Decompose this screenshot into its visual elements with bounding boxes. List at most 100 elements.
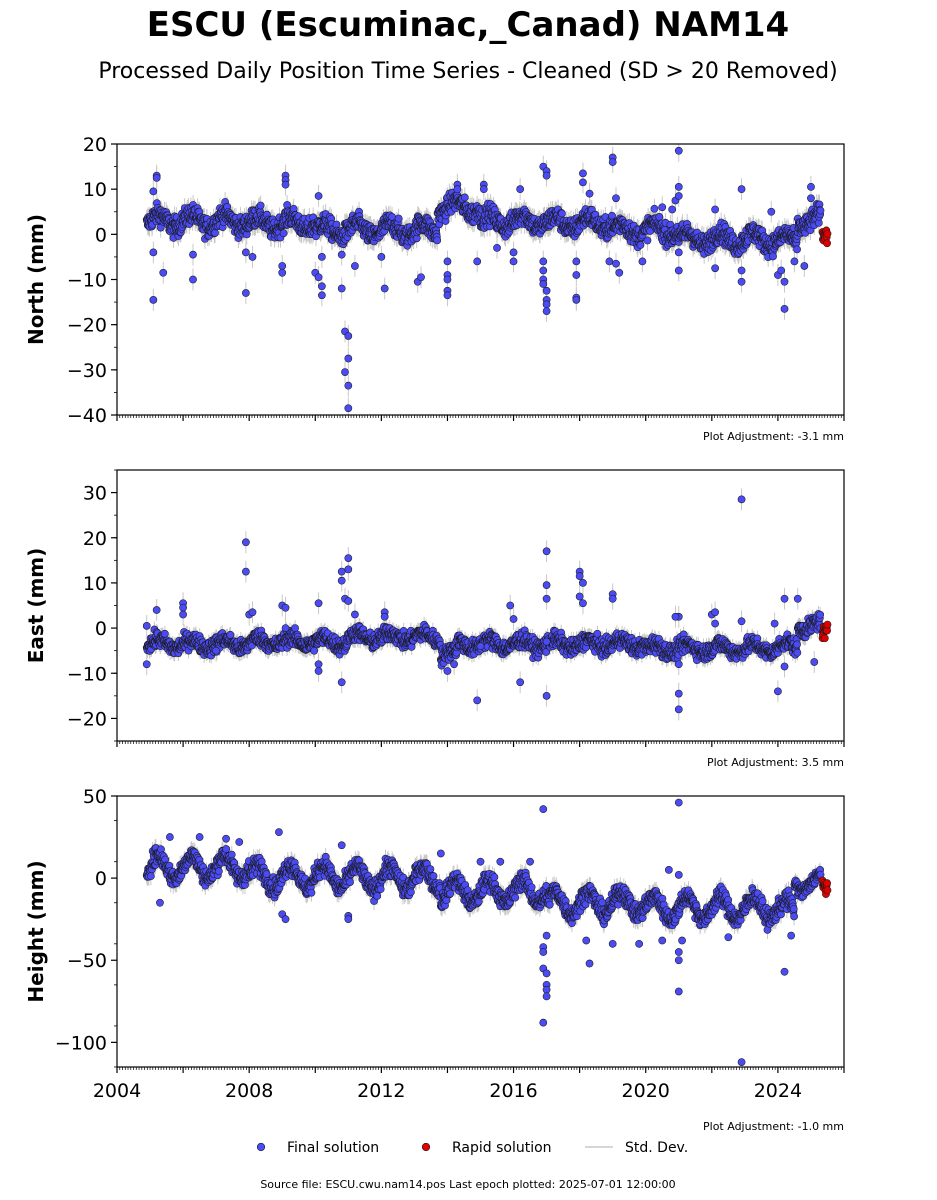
north-final-point [152,173,161,182]
north-rapid-points [818,226,832,248]
north-final-point [737,277,746,286]
north-final-point [473,257,482,266]
north-final-point [283,201,291,209]
north-x-axis [116,415,845,421]
north-final-point [790,257,799,266]
north-final-point [767,207,776,216]
north-final-point [380,284,389,293]
north-final-point [579,178,587,187]
north-final-point [344,404,353,413]
east-std-dev-bars [146,488,822,721]
north-final-point [479,185,488,194]
north-final-point [608,158,617,166]
north-final-point [493,244,501,252]
panel-north: 20 10 0 −10 −20 −30 −40 North (mm) Plot Adjustme… [24,134,845,443]
north-y-tick-label: 20 [83,134,107,156]
north-final-point [318,253,326,261]
north-final-point [612,194,620,203]
north-final-point [643,236,652,245]
north-final-point [337,284,346,293]
north-final-point [674,183,683,191]
north-plot-adjustment: Plot Adjustment: -3.1 mm [703,430,844,443]
north-final-point [433,236,442,245]
figure-title: ESCU (Escuminac,_Canad) NAM14 [147,5,789,45]
north-final-point [807,194,815,203]
north-final-point [650,204,659,213]
north-final-point [655,213,664,221]
north-final-point [658,203,667,212]
north-final-point [674,192,683,200]
north-final-point [344,354,353,363]
north-final-point [579,169,587,178]
north-final-point [248,253,257,261]
north-final-point [608,211,616,220]
north-final-point [394,214,403,223]
north-final-point [572,257,581,266]
north-final-point [443,257,452,266]
north-final-point [281,180,290,189]
north-y-axis-label: North (mm) [24,214,48,345]
north-final-point [314,273,323,282]
north-final-point [612,259,620,268]
north-final-point [417,273,425,282]
north-final-point [800,262,809,270]
east-data [142,488,832,721]
north-final-point [585,189,594,198]
north-final-points [142,146,825,413]
north-final-point [793,245,801,254]
north-final-point [242,289,250,297]
north-final-point [149,295,158,304]
north-final-point [509,248,518,257]
north-final-point [780,277,789,286]
north-final-point [542,286,551,295]
north-final-point [780,304,789,313]
north-final-point [278,268,287,277]
north-y-tick-label: −30 [67,360,107,382]
north-rapid-point [823,239,831,248]
north-final-point [318,282,326,291]
north-y-tick-label: −10 [67,270,107,292]
north-final-point [149,187,158,196]
north-y-axis: 20 10 0 −10 −20 −30 −40 [67,134,117,427]
north-final-point [737,266,746,275]
north-final-point [572,271,581,279]
north-final-point [341,368,349,376]
north-final-point [509,257,518,266]
north-final-point [605,257,614,266]
north-final-point [453,185,462,194]
north-data [142,144,832,415]
north-final-point [615,268,624,277]
north-rapid-point [823,229,832,238]
north-final-point [638,257,647,266]
north-final-point [542,171,551,180]
north-final-point [711,264,719,273]
north-final-point [539,266,548,275]
north-final-point [189,275,197,284]
north-final-point [668,205,677,214]
north-final-point [542,300,551,309]
north-final-point [318,291,326,300]
north-final-point [542,307,551,315]
north-final-point [279,229,288,238]
north-final-point [278,262,287,270]
north-final-point [816,206,825,215]
north-final-point [189,250,197,259]
north-final-point [460,193,469,202]
north-final-point [539,280,548,288]
north-final-point [769,252,777,261]
north-final-point [737,185,746,194]
plot-area: 20 10 0 −10 −20 −30 −40 North (mm) Plot Adjustme… [24,134,845,1133]
figure-subtitle: Processed Daily Position Time Series - C… [98,59,837,84]
north-y-tick-label: −40 [67,405,107,427]
north-final-point [242,248,250,257]
north-final-point [149,248,158,257]
north-final-point [337,250,346,259]
north-final-point [443,291,452,300]
north-final-point [572,295,581,304]
north-final-point [314,192,323,200]
north-final-point [351,262,359,270]
north-final-point [674,248,683,257]
north-y-tick-label: 0 [95,224,107,246]
